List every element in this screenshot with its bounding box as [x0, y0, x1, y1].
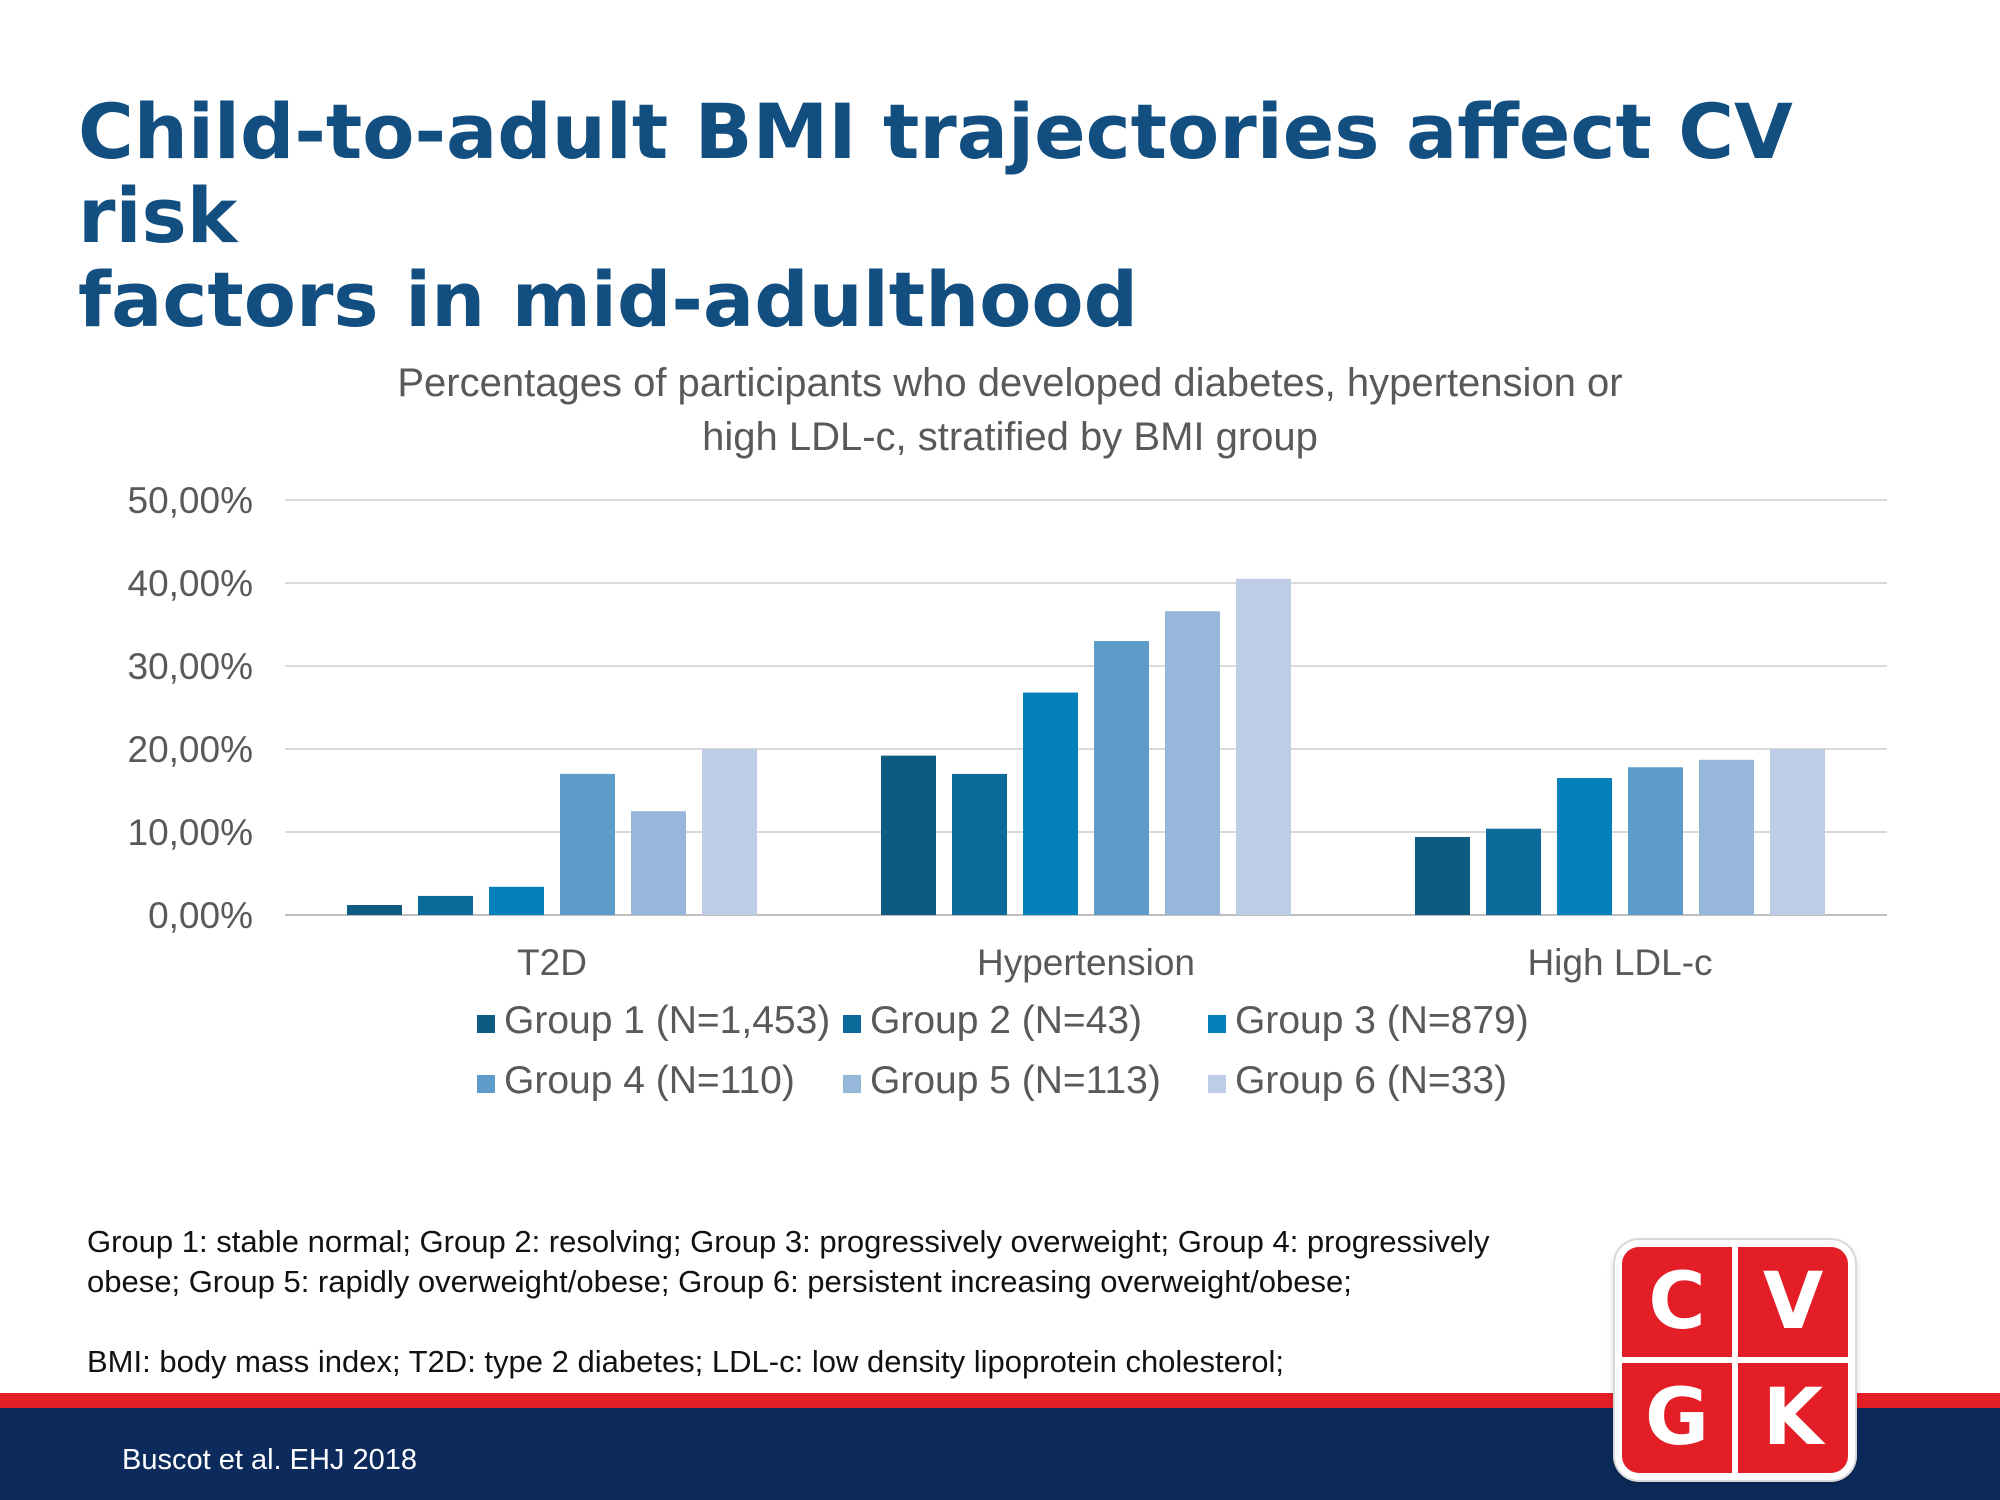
bar — [347, 905, 402, 915]
legend-swatch — [477, 1075, 495, 1093]
logo-letter-k: K — [1762, 1373, 1824, 1463]
bar — [560, 773, 615, 915]
logo-letter-g: G — [1644, 1373, 1710, 1463]
bar — [1023, 692, 1078, 915]
legend-label: Group 6 (N=33) — [1235, 1059, 1507, 1102]
bar — [418, 895, 473, 915]
gridlines — [285, 499, 1887, 916]
legend-label: Group 4 (N=110) — [504, 1059, 795, 1102]
category-label: Hypertension — [977, 942, 1195, 983]
legend-swatch — [1208, 1015, 1226, 1033]
bar — [702, 749, 757, 915]
legend-label: Group 3 (N=879) — [1235, 999, 1529, 1042]
bar — [1415, 836, 1470, 915]
bar-chart: Percentages of participants who develope… — [128, 361, 1887, 1102]
footnotes: Group 1: stable normal; Group 2: resolvi… — [87, 1222, 1617, 1382]
footnote-groups-line1: Group 1: stable normal; Group 2: resolvi… — [87, 1224, 1490, 1259]
bar — [489, 886, 544, 915]
bars — [347, 578, 1825, 915]
footnote-groups-line2: obese; Group 5: rapidly overweight/obese… — [87, 1264, 1352, 1299]
legend-label: Group 5 (N=113) — [870, 1059, 1161, 1102]
category-label: T2D — [517, 942, 587, 983]
cvgk-logo: C V G K — [1615, 1240, 1855, 1480]
legend-swatch — [477, 1015, 495, 1033]
legend-label: Group 2 (N=43) — [870, 999, 1142, 1042]
y-tick-label: 20,00% — [128, 729, 254, 770]
logo-letter-v: V — [1762, 1257, 1824, 1347]
bar — [631, 811, 686, 915]
bar — [1699, 759, 1754, 915]
category-label: High LDL-c — [1527, 942, 1712, 983]
legend: Group 1 (N=1,453) Group 2 (N=43) Group 3 (… — [477, 999, 1529, 1102]
citation: Buscot et al. EHJ 2018 — [122, 1444, 417, 1476]
category-labels: T2D Hypertension High LDL-c — [517, 942, 1712, 983]
bar — [952, 773, 1007, 915]
y-tick-label: 0,00% — [148, 895, 253, 936]
bar — [1165, 611, 1220, 915]
bar — [1236, 578, 1291, 915]
chart-title-line2: high LDL-c, stratified by BMI group — [702, 415, 1318, 459]
legend-swatch — [843, 1015, 861, 1033]
slide-title-line2: factors in mid-adulthood — [78, 255, 1139, 344]
bar — [1486, 828, 1541, 915]
bar — [1094, 641, 1149, 915]
bar — [1628, 767, 1683, 915]
y-tick-label: 10,00% — [128, 812, 254, 853]
bar — [1557, 778, 1612, 915]
footnote-abbreviations: BMI: body mass index; T2D: type 2 diabet… — [87, 1344, 1284, 1379]
legend-swatch — [1208, 1075, 1226, 1093]
bar — [881, 755, 936, 915]
bar — [1770, 749, 1825, 915]
y-tick-label: 40,00% — [128, 563, 254, 604]
y-axis-ticks: 0,00% 10,00% 20,00% 30,00% 40,00% 50,00% — [128, 480, 254, 936]
chart-title-line1: Percentages of participants who develope… — [397, 361, 1622, 405]
footer-red-stripe — [0, 1393, 2000, 1408]
legend-label: Group 1 (N=1,453) — [504, 999, 830, 1042]
y-tick-label: 30,00% — [128, 646, 254, 687]
slide-title: Child-to-adult BMI trajectories affect C… — [78, 90, 1878, 342]
logo-divider-vertical — [1732, 1247, 1738, 1473]
logo-letter-c: C — [1648, 1257, 1706, 1347]
y-tick-label: 50,00% — [128, 480, 254, 521]
legend-swatch — [843, 1075, 861, 1093]
slide-title-line1: Child-to-adult BMI trajectories affect C… — [78, 87, 1793, 260]
